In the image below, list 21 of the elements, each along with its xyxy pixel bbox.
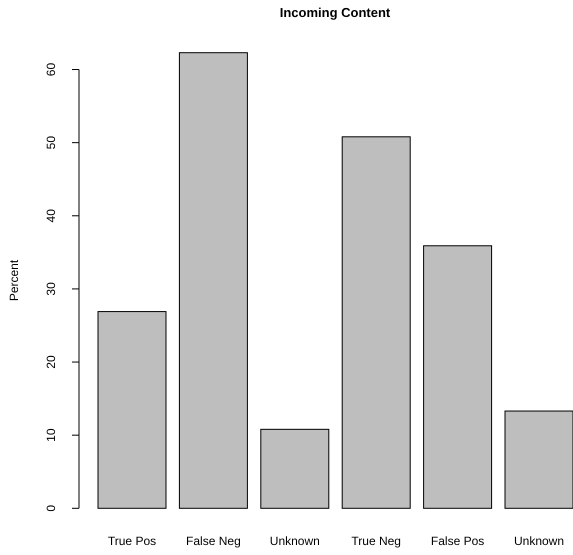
x-tick-label: Unknown [270, 534, 320, 548]
x-tick-label: True Neg [351, 534, 401, 548]
bar [504, 410, 573, 509]
y-tick-label: 50 [44, 136, 58, 150]
y-tick-label: 30 [44, 282, 58, 296]
bar [423, 245, 492, 509]
x-tick-label: False Pos [430, 534, 484, 548]
x-tick-label: Unknown [514, 534, 564, 548]
y-tick-label: 40 [44, 208, 58, 222]
y-tick-label: 20 [44, 355, 58, 369]
x-tick-label: True Pos [108, 534, 156, 548]
y-tick-label: 60 [44, 62, 58, 76]
y-tick-label: 0 [44, 504, 58, 512]
bar [260, 428, 330, 509]
bar [178, 52, 248, 509]
y-tick-label: 10 [44, 428, 58, 442]
x-tick-label: False Neg [186, 534, 241, 548]
chart-title: Incoming Content [280, 5, 391, 20]
bar [98, 311, 166, 509]
bar [342, 136, 411, 509]
y-axis-title: Percent [7, 259, 21, 302]
